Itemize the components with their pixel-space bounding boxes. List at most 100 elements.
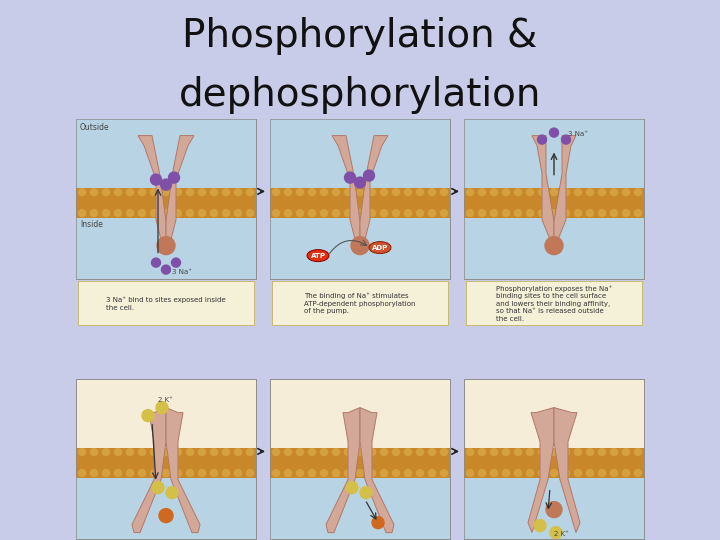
Text: Inside: Inside <box>80 220 103 228</box>
Circle shape <box>333 470 340 477</box>
FancyBboxPatch shape <box>464 380 644 539</box>
Circle shape <box>320 188 328 195</box>
Circle shape <box>490 449 498 456</box>
Circle shape <box>102 188 109 195</box>
Circle shape <box>479 210 485 217</box>
Circle shape <box>222 470 230 477</box>
Circle shape <box>308 470 315 477</box>
Circle shape <box>598 449 606 456</box>
Circle shape <box>526 188 534 195</box>
Circle shape <box>344 470 351 477</box>
Circle shape <box>479 470 485 477</box>
Circle shape <box>428 470 436 477</box>
Circle shape <box>526 210 534 217</box>
Circle shape <box>127 470 133 477</box>
Circle shape <box>526 449 534 456</box>
Circle shape <box>405 449 412 456</box>
Circle shape <box>356 210 364 217</box>
Circle shape <box>428 210 436 217</box>
FancyBboxPatch shape <box>464 448 644 477</box>
Circle shape <box>297 470 304 477</box>
Circle shape <box>539 449 546 456</box>
Circle shape <box>235 210 241 217</box>
FancyBboxPatch shape <box>464 187 644 218</box>
Circle shape <box>246 470 253 477</box>
Circle shape <box>308 188 315 195</box>
Circle shape <box>199 210 205 217</box>
Circle shape <box>138 470 145 477</box>
Circle shape <box>78 210 86 217</box>
Circle shape <box>392 470 400 477</box>
Circle shape <box>441 449 448 456</box>
Circle shape <box>320 470 328 477</box>
Polygon shape <box>166 136 194 241</box>
Circle shape <box>364 170 374 181</box>
Circle shape <box>503 470 510 477</box>
Text: dephosphorylation: dephosphorylation <box>179 76 541 114</box>
Polygon shape <box>332 136 360 241</box>
Circle shape <box>490 210 498 217</box>
Circle shape <box>138 449 145 456</box>
Circle shape <box>634 188 642 195</box>
Circle shape <box>151 258 161 267</box>
Polygon shape <box>554 408 580 532</box>
FancyBboxPatch shape <box>78 281 254 326</box>
Circle shape <box>297 210 304 217</box>
FancyBboxPatch shape <box>466 281 642 326</box>
Circle shape <box>503 449 510 456</box>
Circle shape <box>441 210 448 217</box>
Circle shape <box>634 470 642 477</box>
Circle shape <box>320 210 328 217</box>
Circle shape <box>441 470 448 477</box>
Circle shape <box>372 517 384 529</box>
Polygon shape <box>132 408 166 532</box>
Text: The binding of Na⁺ stimulates
ATP-dependent phosphorylation
of the pump.: The binding of Na⁺ stimulates ATP-depend… <box>305 293 415 314</box>
Circle shape <box>356 449 364 456</box>
FancyBboxPatch shape <box>270 462 450 539</box>
Circle shape <box>392 449 400 456</box>
Circle shape <box>166 487 178 498</box>
Circle shape <box>78 470 86 477</box>
Circle shape <box>546 502 562 518</box>
Circle shape <box>539 470 546 477</box>
Circle shape <box>210 449 217 456</box>
Text: ADP: ADP <box>372 245 388 251</box>
Circle shape <box>246 449 253 456</box>
Polygon shape <box>528 408 554 532</box>
Circle shape <box>114 470 122 477</box>
Circle shape <box>611 210 618 217</box>
Circle shape <box>163 470 169 477</box>
Circle shape <box>405 210 412 217</box>
Circle shape <box>405 470 412 477</box>
Circle shape <box>127 188 133 195</box>
Circle shape <box>333 449 340 456</box>
Circle shape <box>246 188 253 195</box>
Polygon shape <box>554 136 576 241</box>
Circle shape <box>344 210 351 217</box>
Circle shape <box>102 449 109 456</box>
Circle shape <box>127 449 133 456</box>
Circle shape <box>91 210 97 217</box>
Circle shape <box>308 449 315 456</box>
Circle shape <box>297 188 304 195</box>
FancyBboxPatch shape <box>76 119 256 279</box>
Circle shape <box>210 210 217 217</box>
Circle shape <box>174 188 181 195</box>
Circle shape <box>235 470 241 477</box>
Text: Phosphorylation &: Phosphorylation & <box>182 17 538 55</box>
FancyBboxPatch shape <box>270 0 450 279</box>
Circle shape <box>199 449 205 456</box>
Circle shape <box>441 188 448 195</box>
Circle shape <box>91 470 97 477</box>
Circle shape <box>156 402 168 414</box>
Circle shape <box>150 188 158 195</box>
Text: 3 Na⁺: 3 Na⁺ <box>568 131 588 137</box>
Circle shape <box>186 210 194 217</box>
Circle shape <box>551 210 557 217</box>
Circle shape <box>428 449 436 456</box>
FancyBboxPatch shape <box>464 462 644 539</box>
Circle shape <box>587 188 593 195</box>
Circle shape <box>549 128 559 137</box>
Circle shape <box>562 210 570 217</box>
Circle shape <box>611 449 618 456</box>
